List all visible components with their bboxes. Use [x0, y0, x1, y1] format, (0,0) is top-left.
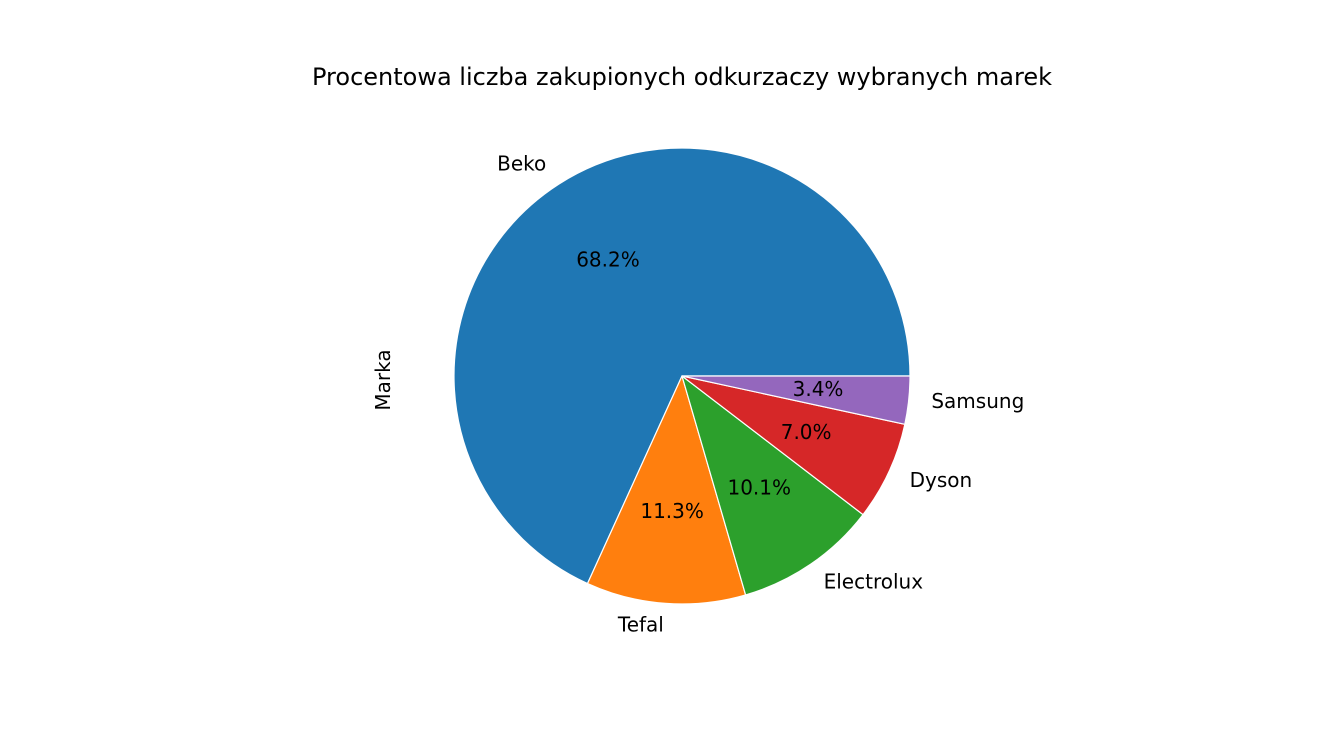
- percent-label-dyson: 7.0%: [781, 420, 832, 444]
- percent-label-tefal: 11.3%: [640, 499, 704, 523]
- pie-slice-electrolux: [681, 375, 864, 596]
- pie-slices: [453, 147, 911, 605]
- category-label-tefal: Tefal: [617, 613, 664, 637]
- pie-slice-beko: [453, 147, 911, 585]
- y-axis-label: Marka: [371, 349, 395, 410]
- pie-slice-tefal: [586, 375, 747, 605]
- category-label-dyson: Dyson: [910, 468, 973, 492]
- category-label-samsung: Samsung: [931, 389, 1024, 413]
- category-label-electrolux: Electrolux: [824, 569, 924, 593]
- percent-label-samsung: 3.4%: [793, 377, 844, 401]
- percent-label-beko: 68.2%: [576, 247, 640, 271]
- pie-slice-samsung: [681, 375, 911, 425]
- percent-labels: 68.2% 11.3% 10.1% 7.0% 3.4%: [576, 247, 843, 522]
- chart-title: Procentowa liczba zakupionych odkurzaczy…: [312, 63, 1052, 91]
- percent-label-electrolux: 10.1%: [727, 475, 791, 499]
- category-label-beko: Beko: [497, 152, 546, 176]
- category-labels: Beko Tefal Electrolux Dyson Samsung: [497, 152, 1024, 637]
